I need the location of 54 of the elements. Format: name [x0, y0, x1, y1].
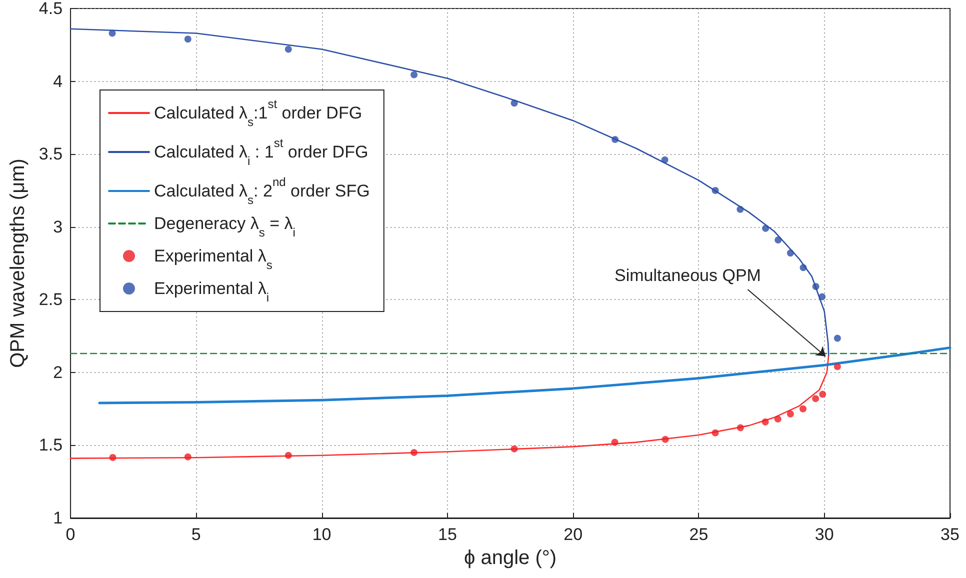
point [762, 224, 770, 232]
point [812, 395, 820, 402]
point [812, 283, 820, 290]
line-series [70, 354, 830, 459]
point [284, 452, 292, 459]
point [762, 418, 769, 426]
y-tick-label: 4.5 [38, 0, 63, 18]
y-axis-title: QPM wavelengths (μm) [7, 158, 29, 368]
x-tick-label: 20 [564, 525, 583, 544]
point [184, 36, 192, 43]
x-tick-label: 35 [940, 525, 960, 544]
point [800, 264, 807, 272]
line-series [70, 28, 830, 356]
point [284, 46, 292, 53]
annotation: Simultaneous QPM [614, 266, 761, 285]
y-tick-label: 4 [53, 72, 63, 91]
point [786, 250, 794, 257]
line-series [98, 346, 952, 404]
y-tick-label: 3 [53, 217, 63, 236]
point [834, 334, 841, 342]
point [510, 445, 518, 452]
point [661, 156, 668, 164]
y-tick-label: 2.5 [38, 290, 63, 310]
point [774, 416, 782, 423]
y-tick-label: 1 [53, 508, 63, 528]
point [786, 410, 794, 418]
x-tick-label: 25 [689, 525, 708, 544]
point [800, 405, 807, 412]
x-tick-label: 5 [191, 525, 201, 544]
point [736, 206, 744, 213]
x-tick-label: 10 [312, 525, 332, 544]
x-axis-title: ϕ angle (°) [464, 546, 557, 569]
point [834, 363, 841, 370]
point [184, 453, 192, 460]
point [410, 448, 418, 456]
x-tick-label: 15 [438, 525, 457, 544]
point [774, 236, 782, 244]
point [736, 424, 744, 432]
point [109, 454, 116, 461]
point [712, 429, 719, 436]
x-tick-label: 30 [814, 525, 834, 544]
point [712, 186, 719, 194]
point [510, 100, 518, 107]
point [410, 71, 418, 78]
y-tick-label: 3.5 [38, 144, 63, 164]
y-tick-label: 2 [53, 362, 63, 382]
point [611, 438, 618, 446]
point [818, 293, 826, 300]
point [819, 390, 826, 398]
y-tick-label: 1.5 [38, 436, 63, 455]
point [612, 136, 619, 144]
point [108, 30, 116, 37]
x-tick-label: 0 [66, 525, 76, 544]
point [662, 436, 669, 443]
